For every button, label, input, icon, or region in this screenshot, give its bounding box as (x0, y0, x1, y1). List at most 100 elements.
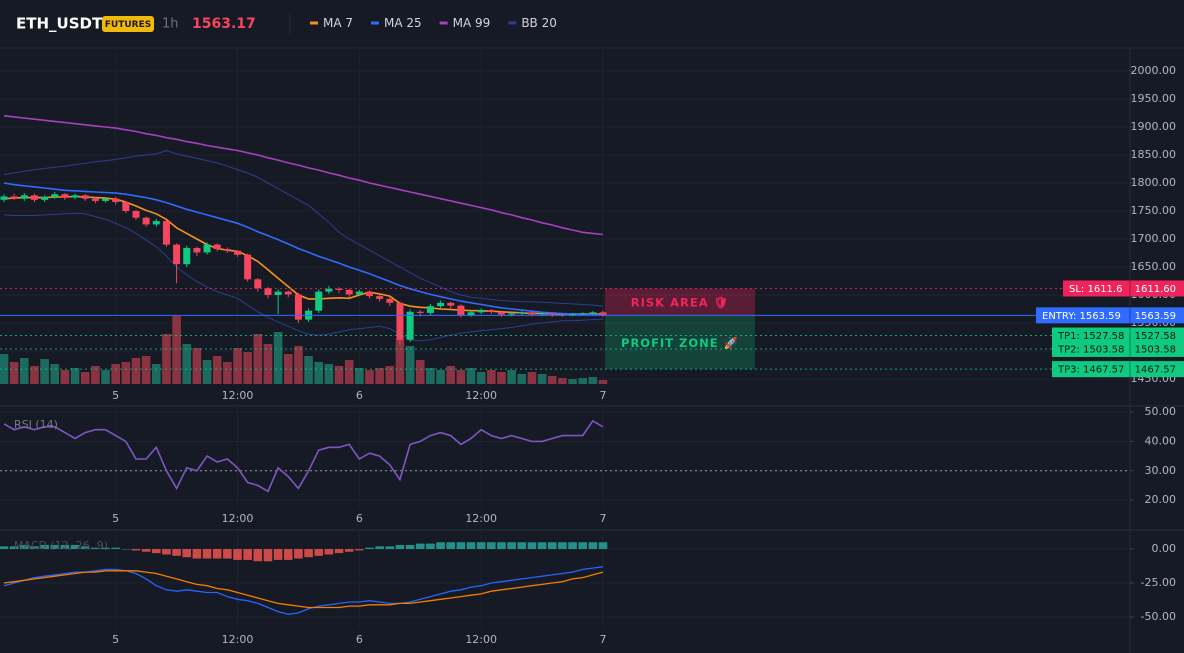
signal-line (3, 570, 604, 609)
histogram-bar (20, 544, 29, 550)
risk-label: RISK AREA 🛡 (631, 295, 729, 309)
x-tick-label: 12:00 (222, 512, 254, 525)
volume-bar (283, 354, 293, 384)
candle-body (518, 312, 526, 314)
volume-bar (314, 362, 324, 384)
candle-body (355, 291, 363, 295)
candle-body (569, 314, 577, 316)
volume-bar (294, 346, 303, 384)
volume-bar (517, 374, 527, 384)
histogram-bar (0, 546, 9, 550)
volume-bar (233, 348, 242, 384)
ma-line (3, 115, 604, 236)
histogram-bar (192, 549, 202, 559)
volume-bar (405, 346, 415, 384)
volume-bar (375, 368, 384, 384)
x-tick-label: 5 (112, 512, 119, 525)
volume-bar (334, 366, 344, 384)
histogram-bar (304, 549, 313, 558)
candle-body (315, 291, 323, 311)
y-tick-label: -50.00 (1141, 610, 1176, 623)
risk-zone (605, 288, 755, 316)
level-name: SL: 1611.6 (1069, 284, 1122, 295)
legend-label: MA 7 (323, 16, 353, 30)
y-tick-label: -25.00 (1141, 576, 1176, 589)
candle-body (457, 305, 465, 316)
volume-bar (426, 368, 435, 384)
profit-zone (605, 315, 755, 370)
candle-body (508, 313, 516, 315)
candle-body (223, 249, 231, 251)
y-tick-label: 30.00 (1145, 464, 1177, 477)
ma-line (3, 182, 604, 316)
level-price: 1563.59 (1135, 311, 1176, 322)
interval: 1h (162, 17, 179, 32)
histogram-bar (263, 549, 273, 562)
candle-body (386, 298, 394, 303)
y-tick-label: 1850.00 (1131, 148, 1177, 161)
histogram-bar (30, 546, 39, 550)
volume-bar (162, 334, 171, 384)
volume-bar (243, 352, 252, 384)
volume-bar (324, 364, 334, 384)
volume-bar (588, 377, 598, 384)
histogram-bar (70, 544, 80, 550)
candle-body (579, 313, 587, 315)
volume-bar (568, 379, 577, 384)
candle-body (0, 196, 8, 200)
level-name: TP1: 1527.58 (1057, 331, 1124, 342)
rsi-line (3, 419, 604, 493)
candle-body (193, 247, 201, 253)
histogram-bar (101, 547, 110, 550)
volume-bar (253, 334, 263, 384)
volume-bar (598, 380, 608, 384)
legend-label: BB 20 (521, 16, 557, 30)
level-tag (1063, 280, 1184, 297)
volume-bar (101, 370, 110, 384)
histogram-bar (537, 542, 547, 550)
candle-body (538, 313, 546, 315)
x-tick-label: 7 (600, 389, 607, 402)
volume-bar (415, 360, 425, 384)
candle-body (599, 312, 607, 316)
candle-body (112, 198, 120, 203)
histogram-bar (426, 543, 435, 550)
histogram-bar (568, 542, 577, 550)
bb-upper (3, 149, 604, 307)
x-tick-label: 5 (112, 389, 119, 402)
y-tick-label: 1750.00 (1131, 204, 1177, 217)
volume-bar (507, 370, 516, 384)
volume-bar (111, 364, 120, 384)
histogram-bar (223, 549, 232, 559)
y-tick-label: 2000.00 (1131, 64, 1177, 77)
volume-bar (141, 356, 151, 384)
candle-body (264, 288, 272, 295)
histogram-bar (91, 547, 100, 550)
volume-bar (497, 372, 506, 384)
histogram-bar (344, 549, 354, 552)
volume-bar (476, 372, 486, 384)
y-tick-label: 1950.00 (1131, 92, 1177, 105)
badge: FUTURES (105, 20, 151, 30)
volume-bar (446, 366, 456, 384)
histogram-bar (141, 549, 151, 552)
volume-bar (487, 370, 496, 384)
histogram-bar (476, 542, 486, 550)
histogram-bar (578, 542, 587, 550)
level-name: TP3: 1467.57 (1057, 365, 1124, 376)
histogram-bar (202, 549, 212, 559)
y-tick-label: 1900.00 (1131, 120, 1177, 133)
histogram-bar (253, 549, 263, 562)
histogram-bar (273, 549, 283, 560)
volume-bar (578, 378, 587, 384)
histogram-bar (334, 549, 344, 554)
volume-bar (263, 344, 273, 384)
histogram-bar (598, 542, 608, 550)
candle-body (10, 196, 18, 199)
candle-body (467, 312, 475, 316)
histogram-bar (588, 542, 598, 550)
candle-body (396, 302, 404, 340)
candle-body (61, 194, 69, 198)
y-tick-label: 0.00 (1152, 542, 1177, 555)
